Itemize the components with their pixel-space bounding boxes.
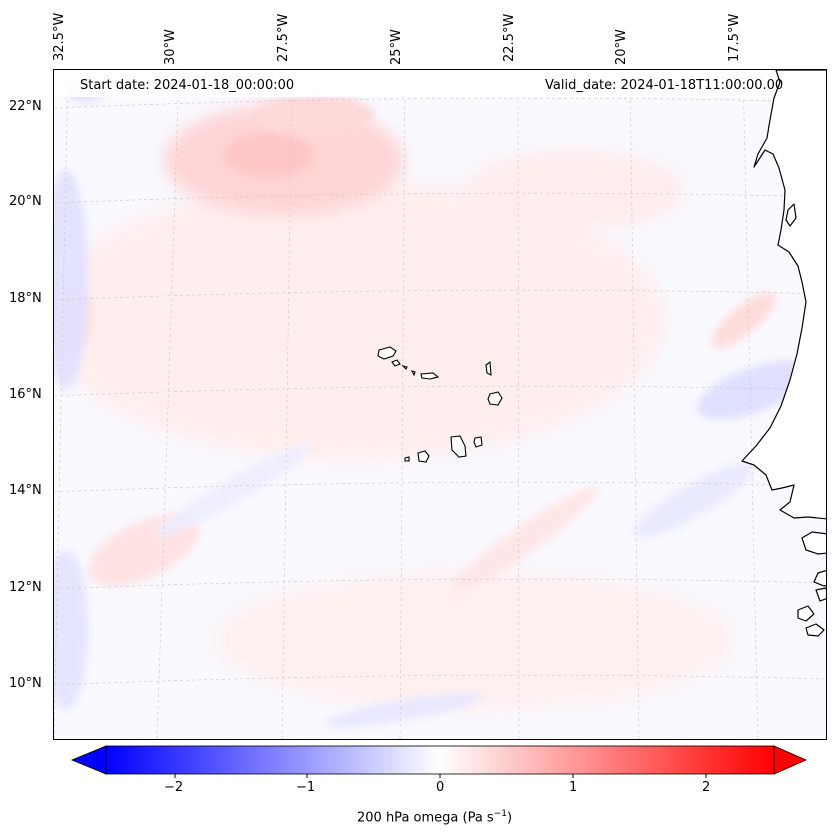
valid-date-text: Valid_date: 2024-01-18T11:00:00.00 [545,78,784,93]
colorbar-ticks [174,774,707,778]
positive-streak-central [449,487,599,593]
colorbar-tick-label-neg2: −2 [164,780,184,795]
negative-streak-west [155,443,313,537]
lat-label-18n: 18°N [9,291,42,306]
meridian-17-5w [742,70,759,739]
colorbar-max-extension [773,745,807,775]
colorbar-min-extension [70,745,107,775]
negative-streak-south [325,692,483,728]
island-raso [410,370,416,377]
lat-label-10n: 10°N [9,676,42,691]
colorbar-tick-label-neg1: −1 [296,780,316,795]
parallel-12n [54,578,826,590]
meridian-32-5w [54,70,69,739]
parallel-22n [54,97,826,109]
start-date-text: Start date: 2024-01-18_00:00:00 [80,78,295,93]
colorbar-title-main: 200 hPa omega (Pa s [357,810,494,826]
parallel-16n [54,385,826,397]
meridian-20w [629,70,640,739]
african-coastline [741,70,826,637]
cape-verde-islands [377,346,503,463]
graticule [54,70,826,739]
omega-field-map [54,70,826,739]
island-brava [404,456,410,462]
lat-label-14n: 14°N [9,483,42,498]
map-panel [53,69,827,740]
positive-region-north [54,180,664,460]
island-fogo [417,450,430,463]
lat-label-22n: 22°N [9,99,42,114]
meridian-22-5w [517,70,520,739]
positive-streak-east [712,292,776,348]
parallel-18n [54,289,826,301]
lon-label-20w: 20°W [614,29,629,65]
island-santiago [450,435,467,458]
negative-omega-regions [54,78,811,728]
parallel-20n [54,192,826,204]
lat-label-16n: 16°N [9,387,42,402]
lon-label-32-5w: 32.5°W [52,12,67,61]
island-sal [485,360,492,376]
parallel-10n [54,674,826,686]
lat-label-20n: 20°N [9,194,42,209]
colorbar-gradient [105,745,775,775]
coast-guinea-bissau [801,531,826,555]
colorbar-title-end: ) [506,810,513,826]
coast-guinea [813,569,826,587]
header-band [54,70,826,97]
colorbar-title: 200 hPa omega (Pa s−1) [357,807,512,825]
colorbar-tick-label-2: 2 [702,780,711,795]
positive-region-peak [224,133,314,177]
island-bijagos-1 [797,605,815,622]
positive-omega-regions [54,95,776,710]
coast-mauritania-senegal [741,70,826,520]
island-bijagos-3 [815,587,826,602]
negative-region-southwest-edge [54,550,88,710]
island-sao-vicente [391,359,401,367]
colorbar [70,745,807,778]
coast-banc-arguin-island [785,203,797,227]
lon-label-30w: 30°W [163,29,178,65]
island-sao-nicolau [420,372,440,380]
meridian-30w [156,70,180,739]
lat-label-12n: 12°N [9,580,42,595]
meridian-27-5w [281,70,293,739]
island-boa-vista [487,391,503,406]
negative-region-east [697,360,811,420]
parallel-14n [54,481,826,493]
lon-label-22-5w: 22.5°W [502,13,517,62]
colorbar-tick-label-1: 1 [569,780,578,795]
island-santo-antao [377,346,397,360]
lon-label-17-5w: 17.5°W [727,13,742,62]
positive-region-top [254,95,374,135]
meridian-25w [399,70,406,739]
colorbar-tick-label-0: 0 [436,780,445,795]
colorbar-title-sup: −1 [493,809,507,819]
positive-region-south [214,570,734,710]
island-bijagos-2 [805,623,825,637]
lon-label-25w: 25°W [389,29,404,65]
island-santa-luzia [401,364,408,370]
positive-region-northeast [464,150,684,230]
island-maio [473,436,483,448]
negative-streak-east [632,462,756,538]
lon-label-27-5w: 27.5°W [276,13,291,62]
